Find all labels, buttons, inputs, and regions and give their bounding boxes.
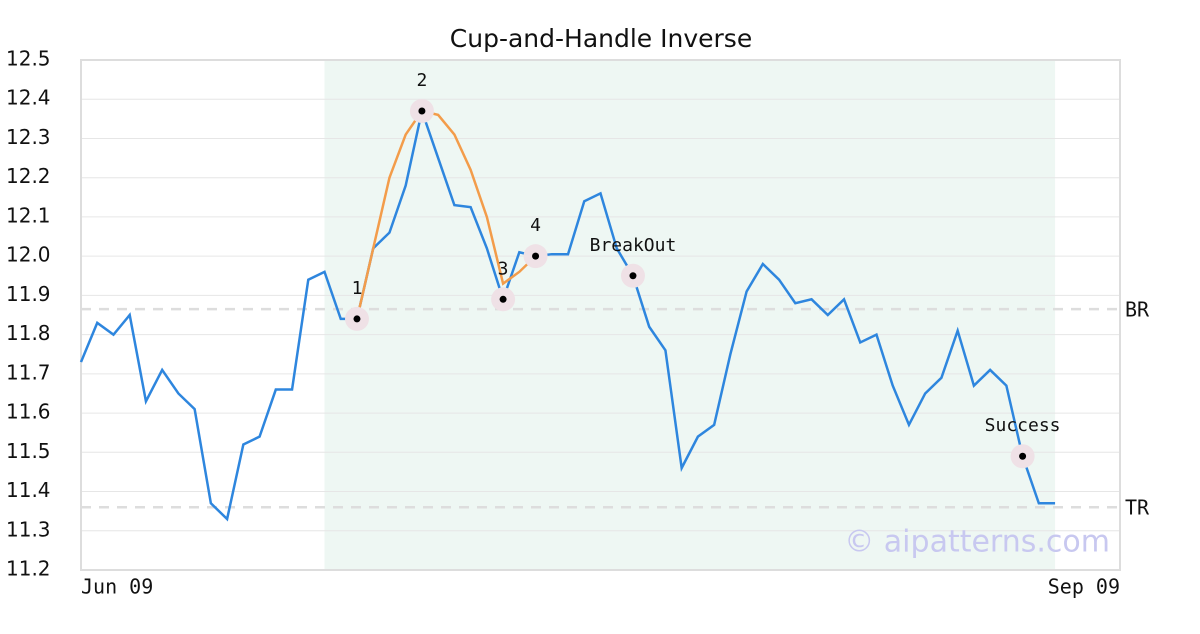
y-tick-label: 11.5 [6,439,51,463]
y-tick-label: 12.2 [6,164,51,188]
y-tick-label: 11.3 [6,517,51,541]
price-line [355,109,537,320]
chart-title: Cup-and-Handle Inverse [450,24,752,53]
plot-frame [80,59,1121,571]
point-label: Success [985,415,1061,436]
watermark: © aipatterns.com [844,525,1110,560]
y-tick-label: 11.2 [6,557,51,581]
y-tick-label: 12.0 [6,243,51,267]
y-tick-label: 11.7 [6,360,51,384]
x-tick-label: Jun 09 [81,575,153,599]
point-dot [629,272,637,280]
point-label: 2 [417,70,428,91]
x-tick-label: Sep 09 [1048,575,1120,599]
level-label: BR [1125,298,1150,322]
point-dot [499,295,507,303]
y-tick-label: 11.9 [6,282,51,306]
point-dot [418,107,426,115]
point-label: 3 [498,258,509,279]
price-line [79,106,1056,522]
y-tick-label: 12.1 [6,203,51,227]
y-tick-label: 11.4 [6,478,51,502]
point-label: 4 [530,215,541,236]
point-dot [353,315,361,323]
point-label: BreakOut [590,235,677,256]
y-tick-label: 11.8 [6,321,51,345]
y-tick-label: 12.3 [6,125,51,149]
point-dot [532,252,540,260]
point-dot [1019,452,1027,460]
point-label: 1 [352,278,363,299]
y-tick-label: 11.6 [6,400,51,424]
shade-region [324,60,1056,570]
level-label: TR [1125,496,1150,520]
y-tick-label: 12.5 [6,47,51,71]
y-tick-label: 12.4 [6,86,51,110]
